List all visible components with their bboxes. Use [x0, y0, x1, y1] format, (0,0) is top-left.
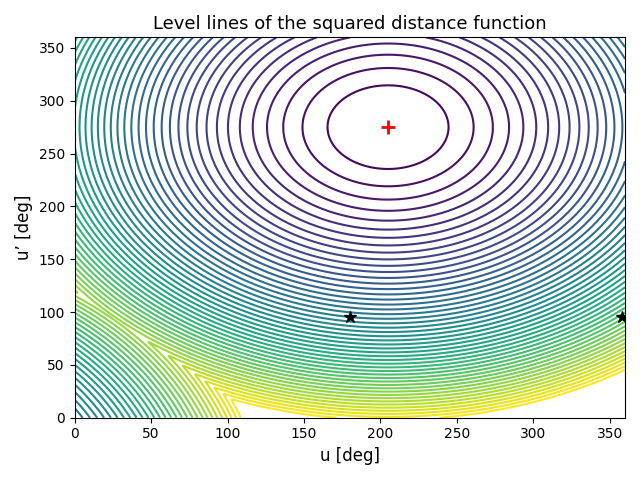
Y-axis label: u’ [deg]: u’ [deg]: [15, 195, 33, 260]
Title: Level lines of the squared distance function: Level lines of the squared distance func…: [153, 15, 547, 33]
X-axis label: u [deg]: u [deg]: [320, 447, 380, 465]
